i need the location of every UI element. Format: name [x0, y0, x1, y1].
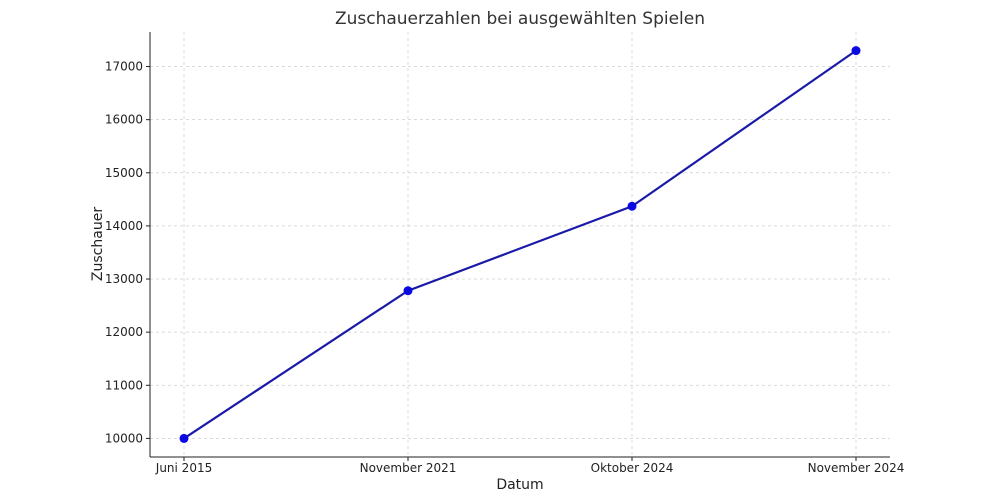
- x-ticks: Juni 2015 November 2021 Oktober 2024 Novemb…: [155, 457, 905, 475]
- y-tick-label: 14000: [105, 219, 143, 233]
- y-tick-label: 12000: [105, 325, 143, 339]
- axes: [149, 32, 890, 458]
- y-tick-label: 15000: [105, 166, 143, 180]
- x-axis-title: Datum: [496, 477, 543, 493]
- y-axis-title: Zuschauer: [90, 207, 106, 281]
- x-tick-label: Juni 2015: [155, 461, 212, 475]
- x-tick-label: Oktober 2024: [591, 461, 674, 475]
- series: [179, 46, 861, 443]
- grid: [150, 32, 890, 457]
- data-point: [627, 201, 637, 211]
- y-tick-label: 11000: [105, 378, 143, 392]
- data-point: [403, 286, 413, 296]
- data-point: [179, 433, 189, 443]
- y-ticks: 10000 11000 12000 13000 14000 15000 16000 17000: [105, 60, 150, 445]
- y-tick-label: 13000: [105, 272, 143, 286]
- x-tick-label: November 2024: [808, 461, 905, 475]
- series-line: [183, 49, 857, 440]
- y-tick-label: 17000: [105, 60, 143, 74]
- chart-title: Zuschauerzahlen bei ausgewählten Spielen: [335, 9, 705, 29]
- data-point: [851, 46, 861, 56]
- y-tick-label: 10000: [105, 431, 143, 445]
- x-tick-label: November 2021: [360, 461, 457, 475]
- y-tick-label: 16000: [105, 113, 143, 127]
